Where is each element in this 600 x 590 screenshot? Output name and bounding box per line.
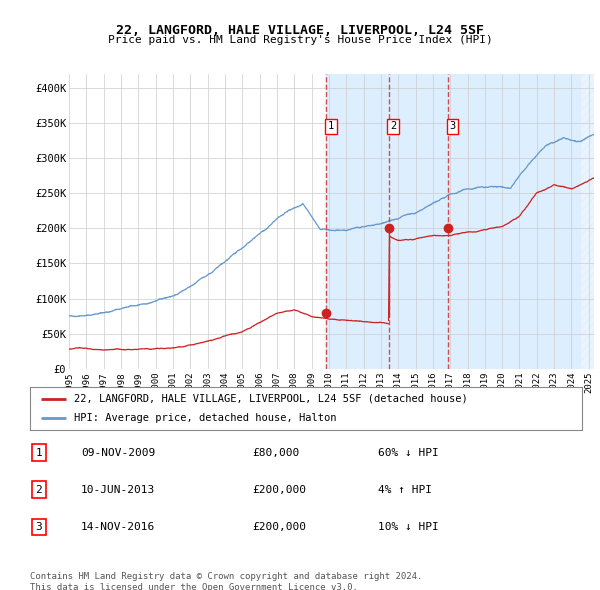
Text: £200,000: £200,000 xyxy=(252,522,306,532)
Text: £80,000: £80,000 xyxy=(252,448,299,457)
Text: 2: 2 xyxy=(390,122,396,132)
Text: 1: 1 xyxy=(35,448,43,457)
Text: 22, LANGFORD, HALE VILLAGE, LIVERPOOL, L24 5SF (detached house): 22, LANGFORD, HALE VILLAGE, LIVERPOOL, L… xyxy=(74,394,468,404)
Text: Contains HM Land Registry data © Crown copyright and database right 2024.
This d: Contains HM Land Registry data © Crown c… xyxy=(30,572,422,590)
Text: 4% ↑ HPI: 4% ↑ HPI xyxy=(378,485,432,494)
Text: 10% ↓ HPI: 10% ↓ HPI xyxy=(378,522,439,532)
Text: 1: 1 xyxy=(328,122,334,132)
Text: 14-NOV-2016: 14-NOV-2016 xyxy=(81,522,155,532)
Text: 2: 2 xyxy=(35,485,43,494)
Text: 09-NOV-2009: 09-NOV-2009 xyxy=(81,448,155,457)
Text: 3: 3 xyxy=(449,122,455,132)
Text: £200,000: £200,000 xyxy=(252,485,306,494)
Text: 10-JUN-2013: 10-JUN-2013 xyxy=(81,485,155,494)
Text: 3: 3 xyxy=(35,522,43,532)
Text: 22, LANGFORD, HALE VILLAGE, LIVERPOOL, L24 5SF: 22, LANGFORD, HALE VILLAGE, LIVERPOOL, L… xyxy=(116,24,484,37)
Text: HPI: Average price, detached house, Halton: HPI: Average price, detached house, Halt… xyxy=(74,413,337,423)
Bar xyxy=(326,74,580,369)
Text: Price paid vs. HM Land Registry's House Price Index (HPI): Price paid vs. HM Land Registry's House … xyxy=(107,35,493,45)
Text: 60% ↓ HPI: 60% ↓ HPI xyxy=(378,448,439,457)
Bar xyxy=(580,74,594,369)
